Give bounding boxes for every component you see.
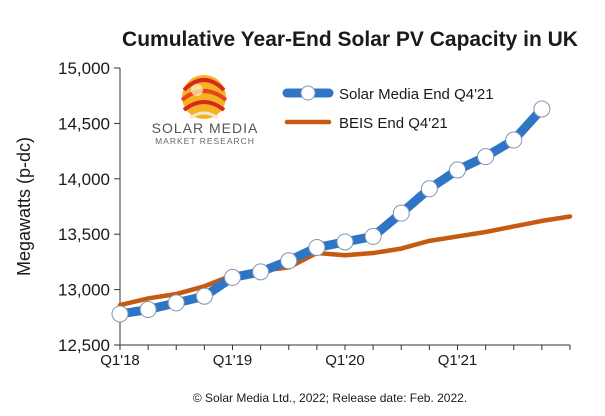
solar-media-point — [111, 305, 129, 323]
y-tick-label: 13,500 — [58, 225, 110, 244]
series-layer — [111, 100, 573, 323]
solar-media-point — [308, 238, 326, 256]
y-axis-label: Megawatts (p-dc) — [14, 137, 34, 276]
y-tick-label: 14,000 — [58, 170, 110, 189]
solar-media-logo: SOLAR MEDIA MARKET RESEARCH — [152, 75, 259, 146]
solar-media-point — [477, 148, 495, 166]
y-tick-label: 13,000 — [58, 281, 110, 300]
solar-media-point — [336, 233, 354, 251]
solar-media-point — [392, 204, 410, 222]
chart-title: Cumulative Year-End Solar PV Capacity in… — [122, 28, 578, 51]
solar-media-point — [533, 100, 551, 118]
x-tick-label: Q1'19 — [213, 352, 253, 369]
legend-marker-solar-media — [300, 85, 316, 101]
solar-media-point — [505, 131, 523, 149]
footer-source: © Solar Media Ltd., 2022; Release date: … — [193, 391, 467, 405]
solar-media-point — [139, 301, 157, 319]
solar-media-point — [420, 180, 438, 198]
logo-globe-icon — [180, 75, 228, 120]
solar-media-point — [195, 287, 213, 305]
series-line-solar-media — [115, 104, 547, 319]
solar-media-point — [252, 263, 270, 281]
solar-media-point — [364, 227, 382, 245]
solar-media-point — [280, 252, 298, 270]
y-tick-label: 12,500 — [58, 336, 110, 355]
logo-subtitle: MARKET RESEARCH — [155, 136, 255, 146]
legend: Solar Media End Q4'21 BEIS End Q4'21 — [282, 85, 494, 132]
solar-media-point — [449, 161, 466, 179]
y-tick-label: 14,500 — [58, 114, 110, 133]
legend-label-solar-media: Solar Media End Q4'21 — [339, 86, 494, 103]
x-tick-label: Q1'21 — [438, 352, 478, 369]
solar-media-point — [224, 268, 241, 286]
logo-name: SOLAR MEDIA — [152, 120, 259, 136]
axes: 12,500 13,000 13,500 14,000 14,500 15,000 Q1'1… — [14, 59, 571, 369]
x-tick-label: Q1'20 — [325, 352, 365, 369]
y-tick-label: 15,000 — [58, 59, 110, 78]
solar-media-point — [167, 294, 185, 312]
x-tick-label: Q1'18 — [100, 352, 140, 369]
series-line-beis — [117, 214, 573, 308]
legend-label-beis: BEIS End Q4'21 — [339, 115, 448, 132]
